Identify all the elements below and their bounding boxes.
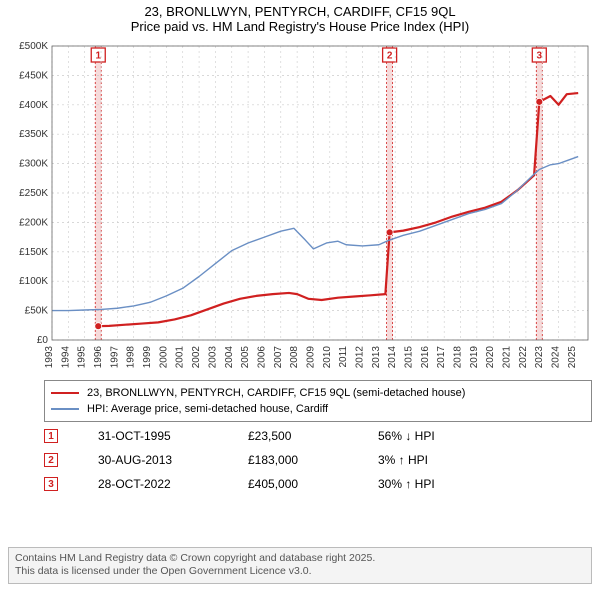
x-tick-label: 2004 xyxy=(224,346,235,369)
sale-row: 1 31-OCT-1995£23,50056% ↓ HPI xyxy=(44,424,592,448)
sale-hpi-delta: 30% ↑ HPI xyxy=(378,477,508,491)
x-tick-label: 2000 xyxy=(158,346,169,369)
y-tick-label: £0 xyxy=(37,335,49,346)
legend-label: HPI: Average price, semi-detached house,… xyxy=(87,403,328,415)
x-tick-label: 2023 xyxy=(534,346,545,369)
x-tick-label: 2024 xyxy=(551,346,562,369)
y-tick-label: £500K xyxy=(19,41,48,52)
series-marker xyxy=(95,323,102,330)
x-tick-label: 1993 xyxy=(44,346,55,369)
y-tick-label: £450K xyxy=(19,70,48,81)
x-tick-label: 1997 xyxy=(109,346,120,369)
sale-price: £183,000 xyxy=(248,453,378,467)
y-tick-label: £150K xyxy=(19,247,48,258)
legend-item: HPI: Average price, semi-detached house,… xyxy=(51,401,585,417)
title-address: 23, BRONLLWYN, PENTYRCH, CARDIFF, CF15 9… xyxy=(0,4,600,19)
chart: 1 2 3 £0 £50K £100K £150K £200K £250K £300K £350K £… xyxy=(8,40,592,370)
sale-band-marker-label: 1 xyxy=(95,51,101,62)
x-tick-label: 1995 xyxy=(77,346,88,369)
x-tick-label: 1998 xyxy=(126,346,137,369)
x-tick-label: 2006 xyxy=(256,346,267,369)
series-price_paid xyxy=(98,93,578,326)
y-tick-label: £400K xyxy=(19,100,48,111)
sale-marker-box: 2 xyxy=(44,453,58,467)
x-tick-label: 2010 xyxy=(322,346,333,369)
x-tick-label: 2001 xyxy=(175,346,186,369)
x-tick-label: 2003 xyxy=(207,346,218,369)
y-tick-label: £50K xyxy=(25,306,49,317)
page-container: 23, BRONLLWYN, PENTYRCH, CARDIFF, CF15 9… xyxy=(0,0,600,590)
x-tick-label: 2005 xyxy=(240,346,251,369)
sale-hpi-delta: 56% ↓ HPI xyxy=(378,429,508,443)
x-tick-label: 2012 xyxy=(354,346,365,369)
x-tick-label: 2018 xyxy=(453,346,464,369)
x-tick-label: 2020 xyxy=(485,346,496,369)
x-tick-label: 2009 xyxy=(305,346,316,369)
x-tick-label: 1999 xyxy=(142,346,153,369)
footer-line2: This data is licensed under the Open Gov… xyxy=(15,565,585,579)
sale-hpi-delta: 3% ↑ HPI xyxy=(378,453,508,467)
x-tick-label: 2008 xyxy=(289,346,300,369)
x-tick-label: 1994 xyxy=(60,346,71,369)
sale-date: 30-AUG-2013 xyxy=(98,453,248,467)
y-tick-label: £100K xyxy=(19,276,48,287)
x-tick-label: 2021 xyxy=(502,346,513,369)
sale-row: 3 28-OCT-2022£405,00030% ↑ HPI xyxy=(44,472,592,496)
chart-svg: 1 2 3 £0 £50K £100K £150K £200K £250K £300K £350K £… xyxy=(8,40,592,370)
x-tick-label: 2016 xyxy=(420,346,431,369)
sale-price: £23,500 xyxy=(248,429,378,443)
y-tick-label: £300K xyxy=(19,159,48,170)
sale-date: 31-OCT-1995 xyxy=(98,429,248,443)
x-tick-label: 2014 xyxy=(387,346,398,369)
chart-title: 23, BRONLLWYN, PENTYRCH, CARDIFF, CF15 9… xyxy=(0,0,600,36)
sale-marker-box: 1 xyxy=(44,429,58,443)
x-tick-label: 2017 xyxy=(436,346,447,369)
x-tick-label: 2019 xyxy=(469,346,480,369)
series-hpi xyxy=(52,157,578,311)
x-tick-label: 2011 xyxy=(338,346,349,368)
legend-item: 23, BRONLLWYN, PENTYRCH, CARDIFF, CF15 9… xyxy=(51,385,585,401)
legend-label: 23, BRONLLWYN, PENTYRCH, CARDIFF, CF15 9… xyxy=(87,387,465,399)
x-tick-label: 2015 xyxy=(404,346,415,369)
footer: Contains HM Land Registry data © Crown c… xyxy=(8,547,592,584)
footer-line1: Contains HM Land Registry data © Crown c… xyxy=(15,552,585,566)
x-tick-label: 2013 xyxy=(371,346,382,369)
y-tick-label: £200K xyxy=(19,217,48,228)
legend-swatch xyxy=(51,392,79,395)
sales-table: 1 31-OCT-1995£23,50056% ↓ HPI 2 30-AUG-2013… xyxy=(44,424,592,496)
sale-band-marker-label: 3 xyxy=(537,51,543,62)
legend-swatch xyxy=(51,408,79,410)
series-marker xyxy=(386,229,393,236)
sale-row: 2 30-AUG-2013£183,0003% ↑ HPI xyxy=(44,448,592,472)
y-tick-label: £350K xyxy=(19,129,48,140)
x-tick-label: 2025 xyxy=(567,346,578,369)
sale-marker-box: 3 xyxy=(44,477,58,491)
x-tick-label: 2022 xyxy=(518,346,529,369)
sale-date: 28-OCT-2022 xyxy=(98,477,248,491)
title-subtitle: Price paid vs. HM Land Registry's House … xyxy=(0,19,600,34)
sale-band-marker-label: 2 xyxy=(387,51,393,62)
sale-price: £405,000 xyxy=(248,477,378,491)
series-marker xyxy=(536,98,543,105)
legend: 23, BRONLLWYN, PENTYRCH, CARDIFF, CF15 9… xyxy=(44,380,592,422)
x-tick-label: 2002 xyxy=(191,346,202,369)
x-tick-label: 1996 xyxy=(93,346,104,369)
x-tick-label: 2007 xyxy=(273,346,284,369)
y-tick-label: £250K xyxy=(19,188,48,199)
